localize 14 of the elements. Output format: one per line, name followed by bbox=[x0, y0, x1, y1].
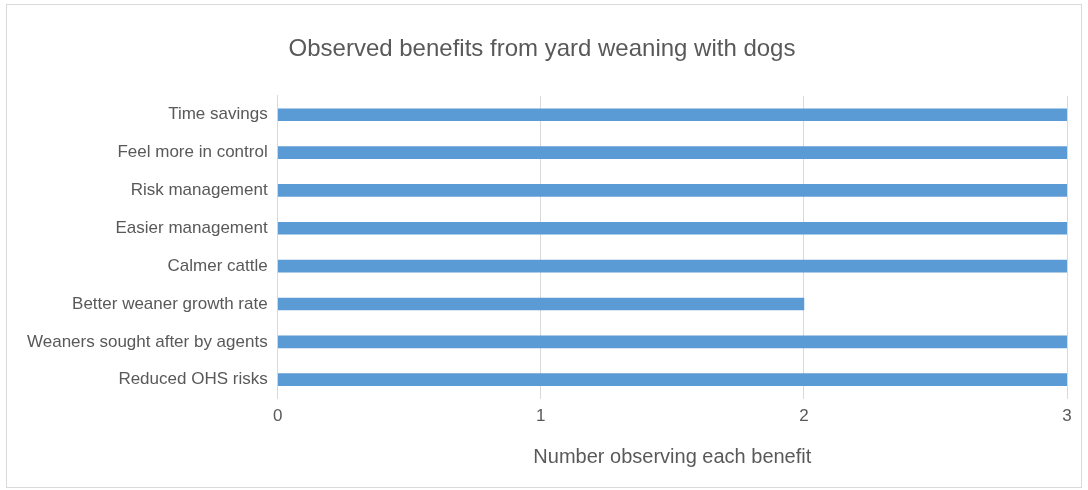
x-tick-label: 0 bbox=[272, 406, 283, 426]
y-tick-label: Easier management bbox=[115, 217, 268, 237]
y-tick-label: Calmer cattle bbox=[167, 255, 268, 275]
y-tick-label: Risk management bbox=[130, 180, 268, 200]
x-tick-label: 1 bbox=[536, 406, 546, 426]
x-tick-label: 2 bbox=[799, 406, 809, 426]
y-tick-label: Time savings bbox=[168, 104, 268, 124]
y-tick-label: Better weaner growth rate bbox=[72, 293, 268, 313]
chart-title: Observed benefits from yard weaning with dogs bbox=[288, 34, 796, 62]
x-tick-label: 3 bbox=[1062, 406, 1072, 426]
y-tick-label: Reduced OHS risks bbox=[118, 369, 268, 389]
x-axis-title: Number observing each benefit bbox=[533, 444, 812, 467]
y-tick-label: Weaners sought after by agents bbox=[26, 331, 268, 351]
y-tick-label: Feel more in control bbox=[117, 142, 268, 162]
